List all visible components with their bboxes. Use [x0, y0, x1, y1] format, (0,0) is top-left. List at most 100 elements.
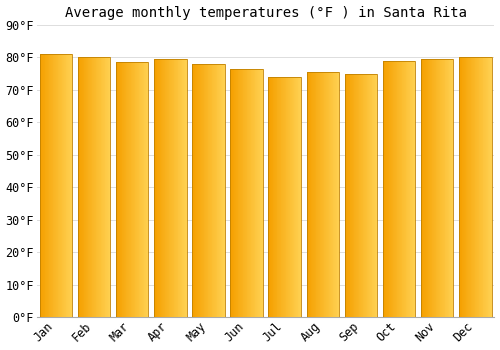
Bar	[65, 54, 66, 317]
Bar	[335, 72, 336, 317]
Bar	[470, 57, 472, 317]
Bar	[85, 57, 86, 317]
Bar	[350, 74, 352, 317]
Bar	[231, 69, 232, 317]
Bar	[176, 59, 177, 317]
Bar	[181, 59, 182, 317]
Bar	[390, 61, 391, 317]
Bar	[439, 59, 440, 317]
Bar	[233, 69, 234, 317]
Bar	[214, 64, 215, 317]
Bar	[182, 59, 184, 317]
Bar	[125, 62, 126, 317]
Bar	[289, 77, 290, 317]
Bar	[295, 77, 296, 317]
Bar	[431, 59, 432, 317]
Bar	[81, 57, 82, 317]
Bar	[452, 59, 454, 317]
Bar	[102, 57, 103, 317]
Bar	[345, 74, 377, 317]
Bar	[287, 77, 288, 317]
Bar	[369, 74, 370, 317]
Bar	[388, 61, 390, 317]
Bar	[450, 59, 451, 317]
Bar	[209, 64, 210, 317]
Bar	[274, 77, 275, 317]
Bar	[275, 77, 276, 317]
Bar	[104, 57, 106, 317]
Bar	[403, 61, 404, 317]
Bar	[320, 72, 321, 317]
Bar	[460, 57, 461, 317]
Bar	[399, 61, 400, 317]
Bar	[392, 61, 394, 317]
Bar	[172, 59, 174, 317]
Bar	[430, 59, 431, 317]
Bar	[219, 64, 220, 317]
Bar	[477, 57, 478, 317]
Bar	[374, 74, 375, 317]
Bar	[230, 69, 231, 317]
Bar	[136, 62, 137, 317]
Bar	[106, 57, 107, 317]
Bar	[194, 64, 196, 317]
Bar	[61, 54, 62, 317]
Bar	[257, 69, 258, 317]
Bar	[62, 54, 63, 317]
Bar	[317, 72, 318, 317]
Bar	[372, 74, 373, 317]
Bar	[60, 54, 61, 317]
Bar	[253, 69, 254, 317]
Bar	[310, 72, 312, 317]
Bar	[201, 64, 202, 317]
Bar	[121, 62, 122, 317]
Bar	[163, 59, 164, 317]
Bar	[480, 57, 481, 317]
Bar	[313, 72, 314, 317]
Bar	[410, 61, 412, 317]
Bar	[262, 69, 263, 317]
Bar	[327, 72, 328, 317]
Bar	[154, 59, 186, 317]
Bar	[238, 69, 240, 317]
Bar	[440, 59, 442, 317]
Bar	[436, 59, 437, 317]
Bar	[306, 72, 308, 317]
Bar	[398, 61, 399, 317]
Bar	[406, 61, 407, 317]
Bar	[424, 59, 425, 317]
Bar	[134, 62, 136, 317]
Bar	[300, 77, 301, 317]
Bar	[147, 62, 148, 317]
Bar	[128, 62, 129, 317]
Bar	[414, 61, 416, 317]
Bar	[336, 72, 338, 317]
Bar	[370, 74, 372, 317]
Bar	[216, 64, 218, 317]
Bar	[63, 54, 64, 317]
Bar	[48, 54, 50, 317]
Bar	[40, 54, 72, 317]
Bar	[232, 69, 233, 317]
Bar	[481, 57, 482, 317]
Bar	[192, 64, 224, 317]
Bar	[366, 74, 368, 317]
Bar	[268, 77, 270, 317]
Bar	[446, 59, 447, 317]
Bar	[220, 64, 222, 317]
Bar	[288, 77, 289, 317]
Bar	[174, 59, 175, 317]
Bar	[286, 77, 287, 317]
Bar	[140, 62, 141, 317]
Bar	[484, 57, 485, 317]
Bar	[40, 54, 42, 317]
Bar	[328, 72, 330, 317]
Bar	[391, 61, 392, 317]
Bar	[235, 69, 236, 317]
Bar	[260, 69, 261, 317]
Bar	[384, 61, 386, 317]
Bar	[464, 57, 465, 317]
Bar	[236, 69, 237, 317]
Bar	[167, 59, 168, 317]
Bar	[193, 64, 194, 317]
